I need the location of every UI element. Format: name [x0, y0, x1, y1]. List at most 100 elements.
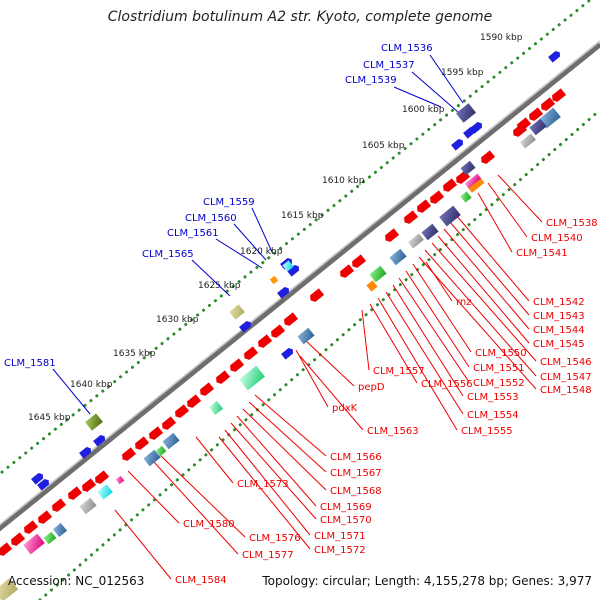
gene-label-clm_1555[interactable]: CLM_1555: [461, 426, 513, 437]
gene-block-grey[interactable]: [79, 497, 97, 515]
gene-block-green[interactable]: [460, 191, 472, 203]
gene-block-pink[interactable]: [23, 533, 45, 555]
gene-block-steel[interactable]: [162, 432, 180, 450]
gene-block-steel[interactable]: [52, 522, 68, 538]
reverse-gene-arrow[interactable]: [228, 358, 245, 373]
gene-block-cyan[interactable]: [97, 484, 113, 500]
gene-block-grey[interactable]: [408, 233, 424, 249]
reverse-gene-arrow[interactable]: [539, 97, 556, 112]
reverse-gene-arrow[interactable]: [527, 107, 544, 122]
gene-block-purple[interactable]: [456, 103, 476, 123]
reverse-gene-arrow[interactable]: [383, 228, 400, 243]
gene-block-pink[interactable]: [115, 475, 125, 485]
reverse-gene-arrow[interactable]: [350, 254, 367, 269]
reverse-gene-arrow[interactable]: [242, 346, 259, 361]
gene-block-steel[interactable]: [539, 107, 561, 129]
forward-gene-arrow[interactable]: [37, 477, 51, 491]
gene-block-mint[interactable]: [208, 400, 224, 416]
forward-gene-arrow[interactable]: [277, 285, 291, 299]
gene-block-orange[interactable]: [366, 280, 378, 292]
gene-block-pink[interactable]: [464, 173, 482, 189]
reverse-gene-arrow[interactable]: [9, 532, 26, 547]
gene-label-clm_1551[interactable]: CLM_1551: [473, 363, 525, 374]
reverse-gene-arrow[interactable]: [338, 264, 355, 279]
forward-gene-arrow[interactable]: [463, 125, 477, 139]
forward-gene-arrow[interactable]: [31, 471, 45, 485]
reverse-gene-arrow[interactable]: [36, 510, 53, 525]
gene-label-pdxk[interactable]: pdxK: [332, 403, 358, 414]
gene-label-clm_1543[interactable]: CLM_1543: [533, 311, 585, 322]
reverse-gene-arrow[interactable]: [550, 88, 567, 103]
reverse-gene-arrow[interactable]: [80, 478, 97, 493]
gene-label-clm_1572[interactable]: CLM_1572: [314, 545, 366, 556]
gene-label-clm_1545[interactable]: CLM_1545: [533, 339, 585, 350]
gene-label-clm_1552[interactable]: CLM_1552: [473, 378, 525, 389]
reverse-gene-arrow[interactable]: [185, 394, 202, 409]
gene-label-clm_1538[interactable]: CLM_1538: [546, 218, 598, 229]
gene-label-clm_1577[interactable]: CLM_1577: [242, 550, 294, 561]
gene-label-clm_1536[interactable]: CLM_1536: [381, 43, 433, 54]
gene-label-clm_1569[interactable]: CLM_1569: [320, 502, 372, 513]
forward-gene-arrow[interactable]: [281, 346, 295, 360]
gene-label-clm_1573[interactable]: CLM_1573: [237, 479, 289, 490]
gene-label-clm_1584[interactable]: CLM_1584: [175, 575, 227, 586]
gene-label-rnz[interactable]: rnz: [456, 297, 472, 308]
forward-gene-arrow[interactable]: [239, 319, 253, 333]
gene-block-orange[interactable]: [269, 275, 279, 285]
gene-block-steel[interactable]: [297, 327, 315, 345]
gene-label-clm_1560[interactable]: CLM_1560: [185, 213, 237, 224]
forward-gene-arrow[interactable]: [287, 263, 301, 277]
gene-label-clm_1548[interactable]: CLM_1548: [540, 385, 592, 396]
gene-block-steel[interactable]: [143, 449, 161, 467]
gene-label-clm_1567[interactable]: CLM_1567: [330, 468, 382, 479]
gene-block-orange[interactable]: [467, 177, 485, 193]
forward-gene-arrow[interactable]: [79, 445, 93, 459]
gene-label-clm_1540[interactable]: CLM_1540: [531, 233, 583, 244]
gene-label-clm_1566[interactable]: CLM_1566: [330, 452, 382, 463]
gene-label-clm_1550[interactable]: CLM_1550: [475, 348, 527, 359]
gene-block-grey[interactable]: [520, 133, 536, 149]
gene-block-purple[interactable]: [421, 223, 439, 241]
gene-block-purple[interactable]: [460, 160, 476, 176]
gene-label-clm_1557[interactable]: CLM_1557: [373, 366, 425, 377]
gene-label-clm_1554[interactable]: CLM_1554: [467, 410, 519, 421]
forward-gene-arrow[interactable]: [93, 433, 107, 447]
reverse-gene-arrow[interactable]: [308, 288, 325, 303]
gene-block-green[interactable]: [369, 265, 387, 283]
gene-label-clm_1553[interactable]: CLM_1553: [467, 392, 519, 403]
reverse-gene-arrow[interactable]: [93, 470, 110, 485]
reverse-gene-arrow[interactable]: [0, 542, 13, 557]
reverse-gene-arrow[interactable]: [415, 199, 432, 214]
gene-block-green[interactable]: [43, 531, 57, 545]
gene-label-clm_1571[interactable]: CLM_1571: [314, 531, 366, 542]
gene-block-purple[interactable]: [529, 118, 547, 136]
reverse-gene-arrow[interactable]: [214, 370, 231, 385]
gene-label-clm_1561[interactable]: CLM_1561: [167, 228, 219, 239]
gene-label-clm_1541[interactable]: CLM_1541: [516, 248, 568, 259]
gene-label-clm_1547[interactable]: CLM_1547: [540, 372, 592, 383]
gene-label-clm_1556[interactable]: CLM_1556: [421, 379, 473, 390]
reverse-gene-arrow[interactable]: [120, 447, 137, 462]
gene-block-khaki[interactable]: [229, 304, 245, 320]
gene-label-clm_1568[interactable]: CLM_1568: [330, 486, 382, 497]
gene-label-clm_1581[interactable]: CLM_1581: [4, 358, 56, 369]
reverse-gene-arrow[interactable]: [282, 312, 299, 327]
reverse-gene-arrow[interactable]: [256, 334, 273, 349]
gene-block-mint[interactable]: [239, 365, 265, 391]
gene-block-steel[interactable]: [389, 248, 407, 266]
reverse-gene-arrow[interactable]: [50, 498, 67, 513]
gene-label-clm_1580[interactable]: CLM_1580: [183, 519, 235, 530]
reverse-gene-arrow[interactable]: [402, 210, 419, 225]
reverse-gene-arrow[interactable]: [173, 404, 190, 419]
gene-block-green[interactable]: [155, 445, 167, 457]
forward-gene-arrow[interactable]: [548, 49, 562, 63]
gene-label-clm_1546[interactable]: CLM_1546: [540, 357, 592, 368]
reverse-gene-arrow[interactable]: [22, 520, 39, 535]
reverse-gene-arrow[interactable]: [428, 190, 445, 205]
gene-label-clm_1542[interactable]: CLM_1542: [533, 297, 585, 308]
gene-label-clm_1539[interactable]: CLM_1539: [345, 75, 397, 86]
gene-label-clm_1559[interactable]: CLM_1559: [203, 197, 255, 208]
reverse-gene-arrow[interactable]: [269, 324, 286, 339]
reverse-gene-arrow[interactable]: [479, 150, 496, 165]
